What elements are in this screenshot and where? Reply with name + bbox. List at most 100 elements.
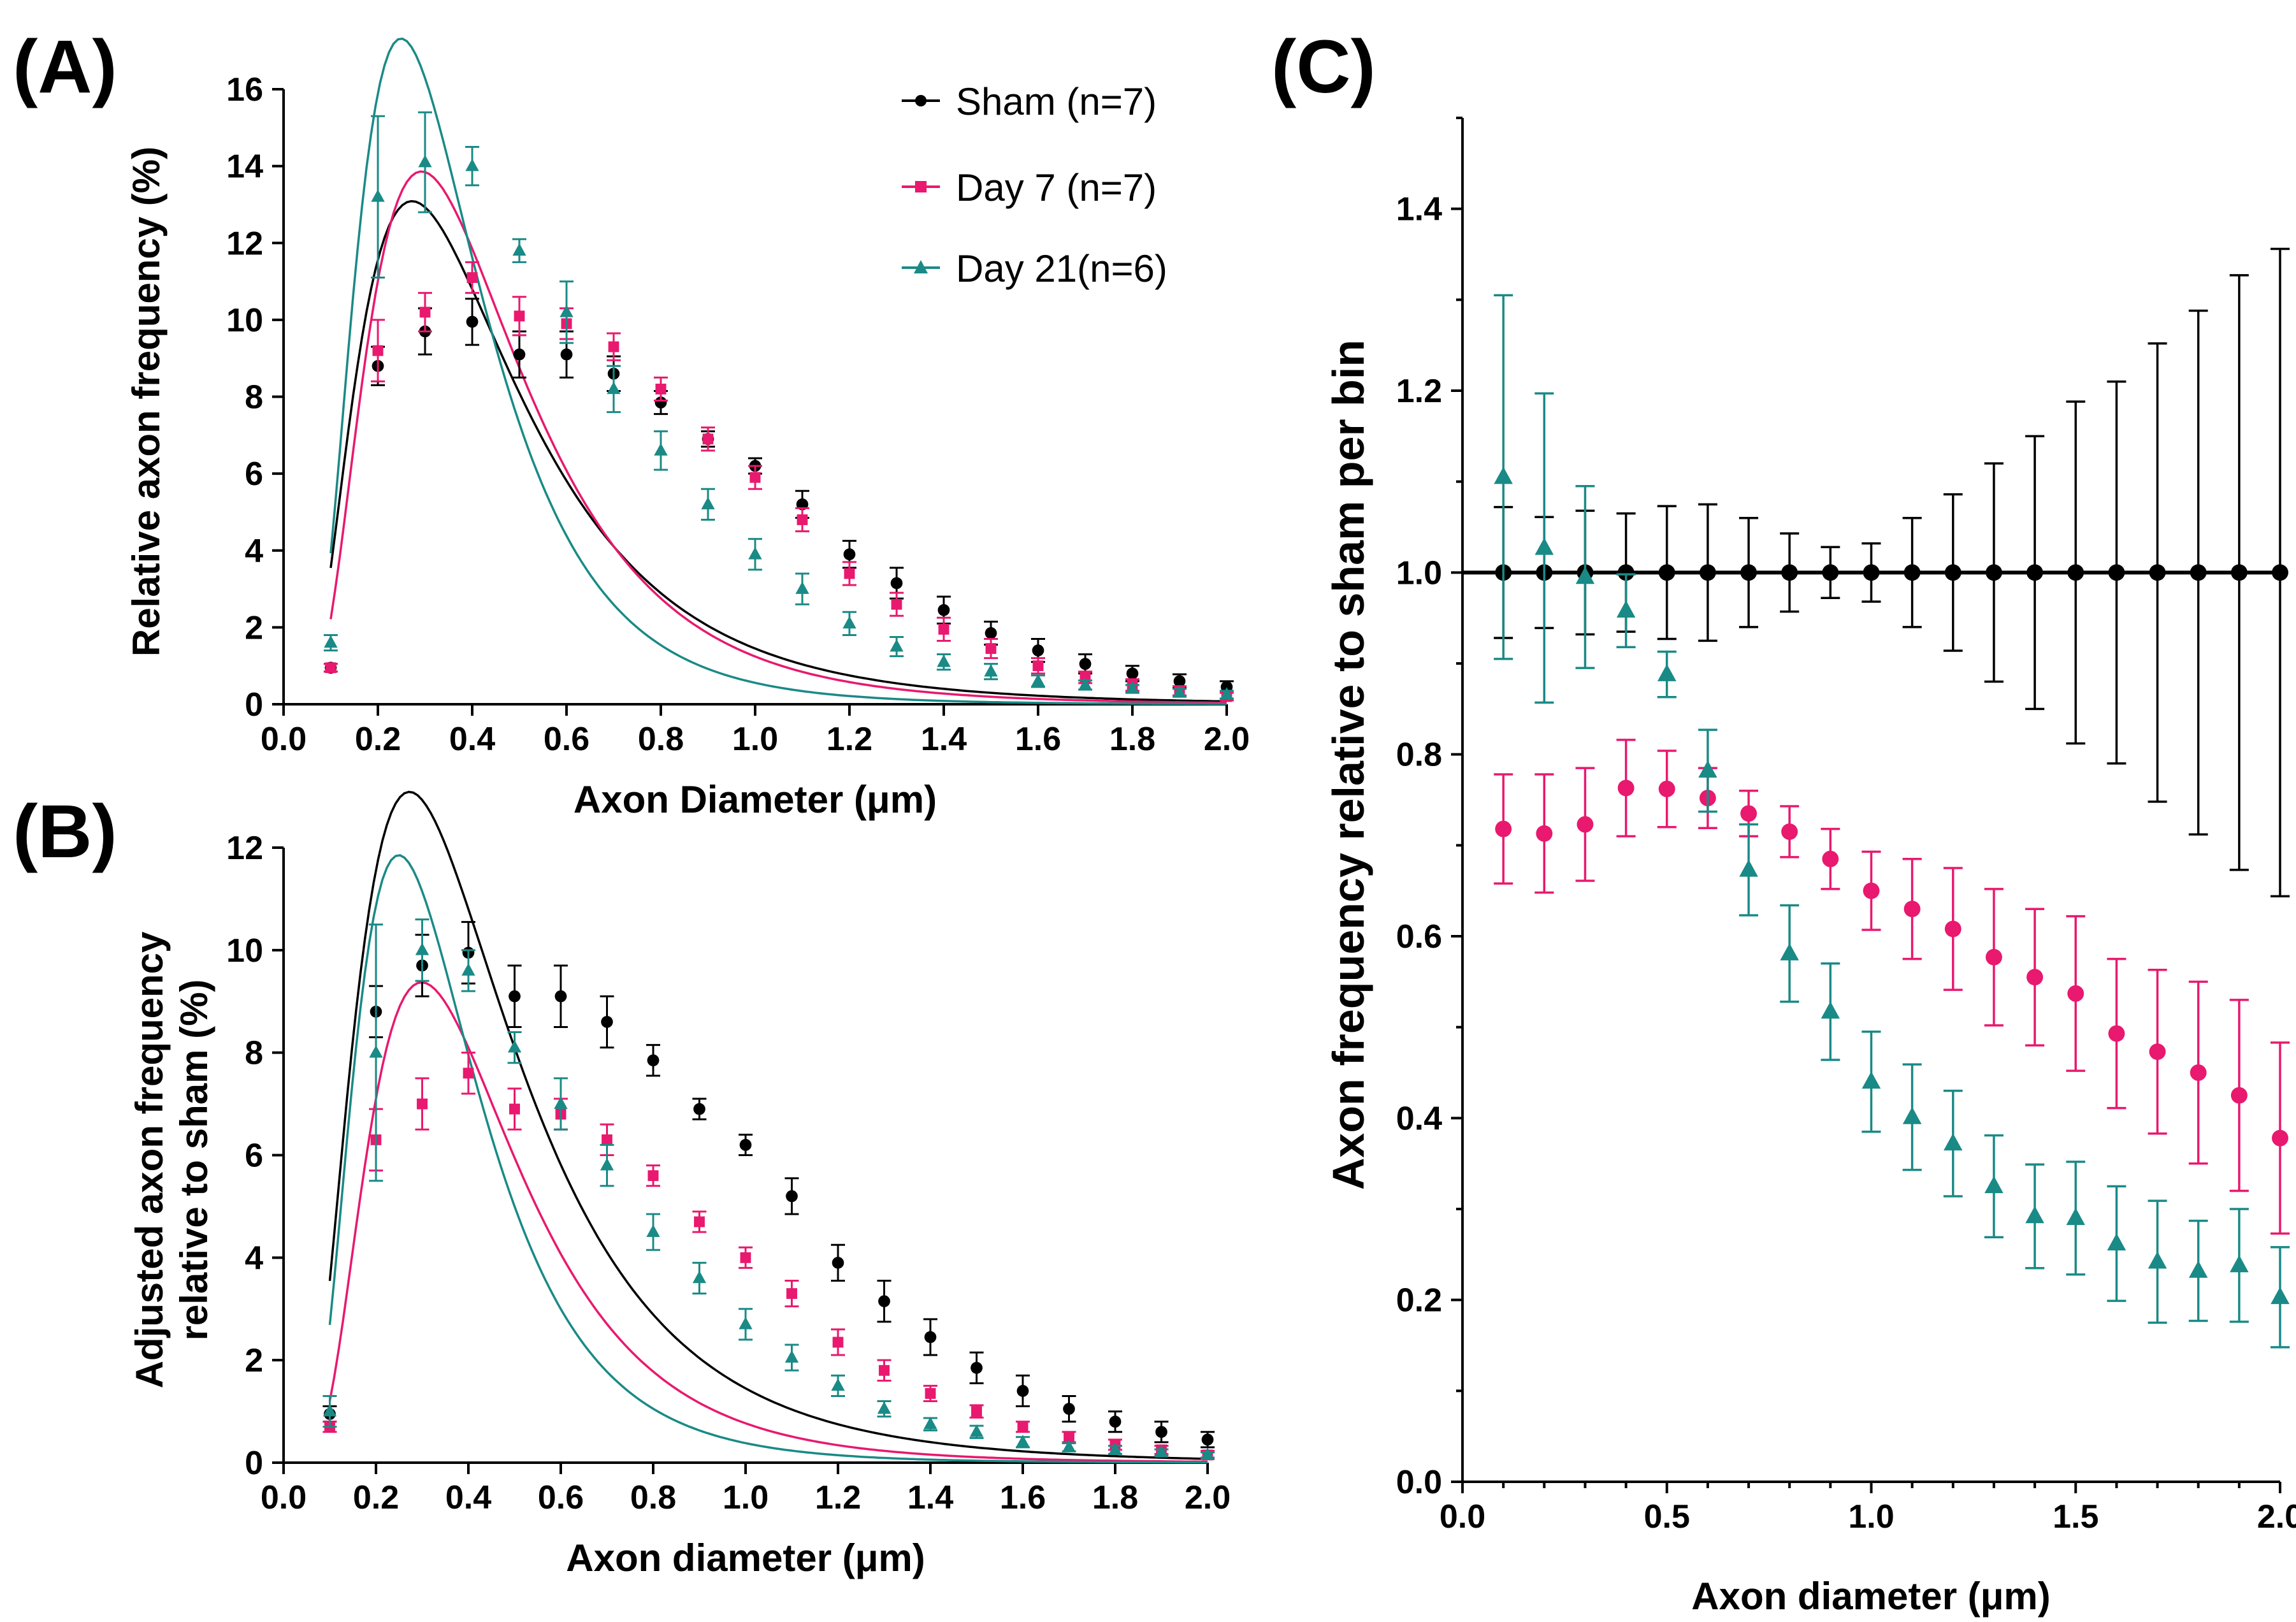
panel-c-points [1494, 247, 2290, 1349]
data-point [466, 315, 479, 328]
fit-curve [328, 854, 1208, 1464]
data-point [797, 514, 808, 525]
data-point [369, 1045, 383, 1058]
data-point [417, 1098, 428, 1110]
data-point [693, 1103, 705, 1115]
legend-item-day7: Day 7 (n=7) [902, 166, 1157, 209]
data-point [1064, 1431, 1074, 1443]
data-point [1108, 1442, 1122, 1455]
data-point [554, 1096, 568, 1109]
panel-b-xlabel: Axon diameter (μm) [566, 1537, 925, 1579]
data-point [971, 1406, 982, 1417]
fit-curve [329, 199, 1227, 703]
data-point [1016, 1435, 1030, 1447]
data-point [1740, 564, 1758, 581]
data-point [1740, 805, 1758, 822]
data-point [969, 1424, 984, 1437]
data-point [937, 654, 951, 667]
panel-c-label: (C) [1271, 25, 1376, 109]
x-tick-label: 1.2 [815, 1479, 861, 1516]
y-tick-label: 6 [245, 1138, 263, 1175]
data-point [1985, 564, 2002, 581]
data-point [1944, 1133, 1963, 1151]
data-point [509, 1103, 520, 1115]
legend-label-day21: Day 21(n=6) [956, 247, 1167, 290]
data-point [2026, 969, 2044, 986]
data-point [739, 1317, 753, 1329]
data-point [2271, 1287, 2290, 1305]
x-tick-label: 1.0 [732, 721, 778, 758]
y-tick-label: 12 [226, 225, 263, 262]
data-point [1125, 681, 1139, 694]
data-point [1780, 943, 1799, 960]
panel-b-curves [328, 790, 1208, 1464]
data-point [1154, 1445, 1169, 1458]
data-point [600, 1157, 614, 1171]
data-point [795, 581, 809, 594]
data-point [1016, 1385, 1029, 1397]
y-tick-label: 0.8 [1396, 737, 1442, 774]
y-tick-label: 6 [245, 456, 263, 493]
data-point [843, 548, 856, 561]
data-point [655, 383, 667, 395]
data-point [739, 1139, 752, 1151]
data-point [1863, 882, 1880, 899]
data-point [554, 990, 567, 1003]
data-point [601, 1016, 613, 1028]
x-tick-label: 0.0 [261, 721, 307, 758]
x-tick-label: 0.2 [353, 1479, 399, 1516]
data-point [2026, 564, 2044, 581]
data-point [985, 643, 997, 654]
y-tick-label: 10 [226, 932, 263, 969]
data-point [1902, 1106, 1922, 1124]
data-point [647, 1170, 659, 1182]
x-tick-label: 0.0 [261, 1479, 307, 1516]
data-point [512, 243, 526, 256]
data-point [1536, 825, 1553, 842]
data-point [2148, 1251, 2167, 1269]
data-point [831, 1378, 845, 1391]
data-point [1079, 658, 1092, 670]
x-tick-label: 0.2 [355, 721, 401, 758]
data-point [985, 627, 997, 639]
data-point [509, 990, 521, 1003]
x-tick-label: 2.0 [2257, 1498, 2296, 1535]
data-point [877, 1401, 892, 1414]
x-tick-label: 2.0 [1185, 1479, 1231, 1516]
fit-curve [329, 170, 1227, 704]
data-point [2067, 985, 2084, 1002]
data-point [325, 662, 336, 674]
x-tick-label: 0.4 [449, 721, 495, 758]
data-point [419, 307, 431, 318]
x-tick-label: 1.6 [1015, 721, 1061, 758]
x-tick-label: 1.4 [921, 721, 967, 758]
y-tick-label: 8 [245, 1035, 263, 1072]
data-point [418, 154, 432, 168]
data-point [1201, 1433, 1214, 1446]
data-point [1863, 564, 1880, 581]
data-point [937, 604, 950, 616]
x-tick-label: 1.8 [1109, 721, 1155, 758]
data-point [749, 472, 761, 483]
data-point [925, 1387, 936, 1399]
y-tick-label: 1.2 [1396, 373, 1442, 410]
data-point [1575, 567, 1595, 584]
data-point [2025, 1206, 2044, 1224]
y-tick-label: 14 [226, 148, 263, 185]
data-point [891, 598, 902, 610]
y-tick-label: 0.6 [1396, 918, 1442, 955]
data-point [1577, 816, 1594, 833]
x-tick-label: 0.4 [445, 1479, 491, 1516]
legend-marker-sham [915, 95, 927, 106]
data-point [1822, 850, 1839, 867]
x-tick-label: 1.2 [827, 721, 872, 758]
data-point [1781, 564, 1798, 581]
data-point [1658, 780, 1675, 797]
y-tick-label: 2 [245, 1342, 263, 1379]
data-point [832, 1257, 844, 1269]
data-point [371, 189, 385, 202]
data-point [324, 635, 338, 648]
data-point [461, 963, 475, 976]
data-point [1617, 564, 1635, 581]
legend-item-sham: Sham (n=7) [902, 80, 1157, 123]
